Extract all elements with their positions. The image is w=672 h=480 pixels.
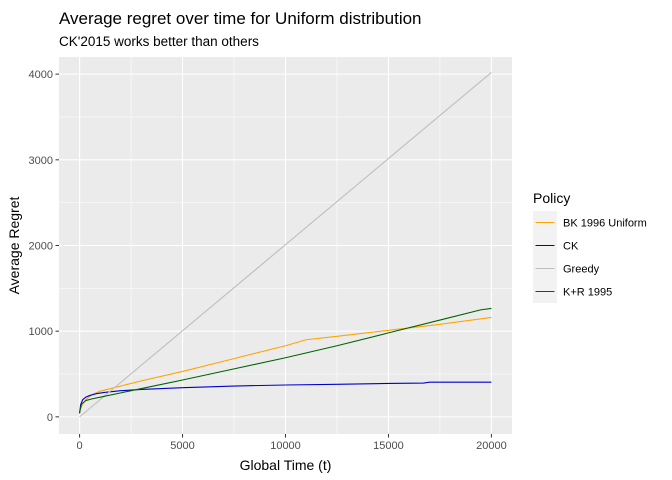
legend-title: Policy (533, 190, 570, 206)
y-tick-label: 0 (47, 412, 53, 424)
y-axis-title: Average Regret (6, 196, 22, 294)
legend-items: BK 1996 Uniform CK Greedy K+R 1995 (533, 211, 647, 303)
legend: Policy BK 1996 Uniform CK Greedy K+R 1995 (533, 190, 647, 303)
x-tick-labels: 0 5000 10000 15000 20000 (77, 440, 507, 452)
legend-label: Greedy (563, 264, 600, 276)
legend-label: K+R 1995 (563, 287, 612, 299)
series-lines (79, 71, 492, 418)
x-tick-label: 20000 (476, 440, 507, 452)
series-line-bk-1996-uniform (79, 316, 492, 413)
chart-subtitle: CK'2015 works better than others (59, 34, 259, 49)
x-tick-label: 15000 (373, 440, 404, 452)
x-tick-label: 10000 (270, 440, 301, 452)
legend-item-greedy: Greedy (533, 257, 600, 280)
legend-item-k-r-1995: K+R 1995 (533, 280, 612, 303)
series-line-k-r-1995 (79, 307, 492, 412)
series-line-ck (79, 381, 492, 414)
x-tick-label: 5000 (170, 440, 194, 452)
series-line-greedy (79, 71, 492, 418)
y-tick-label: 3000 (29, 155, 53, 167)
y-tick-label: 2000 (29, 241, 53, 253)
legend-label: CK (563, 241, 579, 253)
chart-title: Average regret over time for Uniform dis… (59, 9, 422, 28)
legend-item-ck: CK (533, 234, 579, 257)
x-axis-title: Global Time (t) (240, 457, 332, 473)
axis-ticks (55, 73, 492, 438)
legend-item-bk-1996-uniform: BK 1996 Uniform (533, 211, 647, 234)
legend-label: BK 1996 Uniform (563, 218, 647, 230)
x-tick-label: 0 (77, 440, 83, 452)
y-tick-labels: 0 1000 2000 3000 4000 (29, 69, 53, 424)
y-tick-label: 1000 (29, 326, 53, 338)
y-tick-label: 4000 (29, 69, 53, 81)
